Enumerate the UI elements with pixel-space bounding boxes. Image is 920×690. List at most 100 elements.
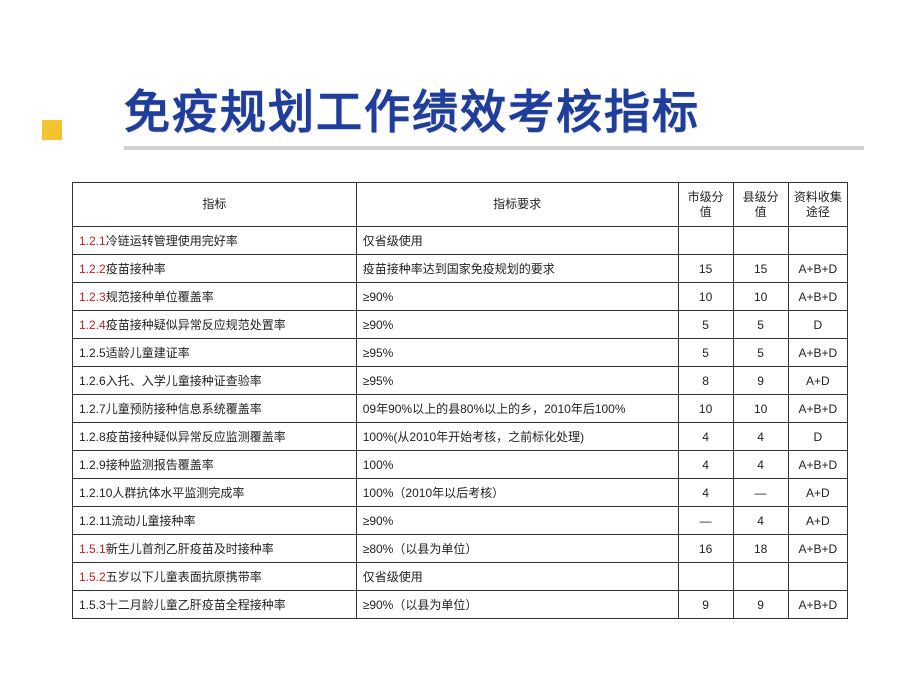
cell-requirement: ≥80%（以县为单位） bbox=[356, 535, 678, 563]
indicator-code: 1.2.2 bbox=[79, 262, 106, 276]
cell-source: A+D bbox=[788, 507, 847, 535]
indicator-name: 流动儿童接种率 bbox=[111, 514, 195, 528]
indicator-code: 1.2.3 bbox=[79, 290, 106, 304]
table-row: 1.2.10人群抗体水平监测完成率100%（2010年以后考核）4—A+D bbox=[73, 479, 848, 507]
cell-source: A+D bbox=[788, 479, 847, 507]
indicator-name: 人群抗体水平监测完成率 bbox=[112, 486, 244, 500]
title-underline bbox=[124, 146, 864, 150]
indicator-code: 1.5.2 bbox=[79, 570, 106, 584]
indicator-code: 1.2.9 bbox=[79, 458, 106, 472]
indicator-code: 1.5.1 bbox=[79, 542, 106, 556]
cell-indicator: 1.2.7儿童预防接种信息系统覆盖率 bbox=[73, 395, 357, 423]
indicator-code: 1.5.3 bbox=[79, 598, 106, 612]
table-head: 指标 指标要求 市级分值 县级分值 资料收集途径 bbox=[73, 183, 848, 227]
cell-county-score: 4 bbox=[733, 507, 788, 535]
cell-indicator: 1.5.3十二月龄儿童乙肝疫苗全程接种率 bbox=[73, 591, 357, 619]
cell-requirement: 100% bbox=[356, 451, 678, 479]
table-row: 1.2.8疫苗接种疑似异常反应监测覆盖率100%(从2010年开始考核，之前标化… bbox=[73, 423, 848, 451]
cell-county-score: 9 bbox=[733, 591, 788, 619]
cell-city-score: — bbox=[678, 507, 733, 535]
cell-indicator: 1.2.5适龄儿童建证率 bbox=[73, 339, 357, 367]
cell-indicator: 1.2.3规范接种单位覆盖率 bbox=[73, 283, 357, 311]
cell-indicator: 1.2.9接种监测报告覆盖率 bbox=[73, 451, 357, 479]
table-row: 1.2.4疫苗接种疑似异常反应规范处置率≥90%55D bbox=[73, 311, 848, 339]
cell-indicator: 1.2.11流动儿童接种率 bbox=[73, 507, 357, 535]
cell-source bbox=[788, 227, 847, 255]
cell-city-score bbox=[678, 227, 733, 255]
cell-source: A+B+D bbox=[788, 283, 847, 311]
indicator-name: 新生儿首剂乙肝疫苗及时接种率 bbox=[106, 542, 274, 556]
indicator-name: 十二月龄儿童乙肝疫苗全程接种率 bbox=[106, 598, 286, 612]
cell-requirement: 仅省级使用 bbox=[356, 227, 678, 255]
cell-source: A+B+D bbox=[788, 255, 847, 283]
cell-city-score: 9 bbox=[678, 591, 733, 619]
indicator-name: 疫苗接种率 bbox=[106, 262, 166, 276]
indicator-name: 疫苗接种疑似异常反应规范处置率 bbox=[106, 318, 286, 332]
cell-source: D bbox=[788, 311, 847, 339]
cell-county-score: 4 bbox=[733, 423, 788, 451]
cell-indicator: 1.2.8疫苗接种疑似异常反应监测覆盖率 bbox=[73, 423, 357, 451]
cell-county-score: 5 bbox=[733, 311, 788, 339]
cell-source: A+D bbox=[788, 367, 847, 395]
cell-county-score: 10 bbox=[733, 395, 788, 423]
cell-county-score: 10 bbox=[733, 283, 788, 311]
cell-source: D bbox=[788, 423, 847, 451]
table-row: 1.5.1新生儿首剂乙肝疫苗及时接种率≥80%（以县为单位）1618A+B+D bbox=[73, 535, 848, 563]
indicators-table: 指标 指标要求 市级分值 县级分值 资料收集途径 1.2.1冷链运转管理使用完好… bbox=[72, 182, 848, 619]
cell-indicator: 1.5.2五岁以下儿童表面抗原携带率 bbox=[73, 563, 357, 591]
cell-city-score: 4 bbox=[678, 451, 733, 479]
indicator-code: 1.2.5 bbox=[79, 346, 106, 360]
cell-county-score bbox=[733, 563, 788, 591]
table-row: 1.2.6入托、入学儿童接种证查验率≥95%89A+D bbox=[73, 367, 848, 395]
cell-county-score: — bbox=[733, 479, 788, 507]
table-row: 1.2.2疫苗接种率疫苗接种率达到国家免疫规划的要求1515A+B+D bbox=[73, 255, 848, 283]
indicator-name: 儿童预防接种信息系统覆盖率 bbox=[106, 402, 262, 416]
indicator-code: 1.2.11 bbox=[79, 514, 111, 528]
cell-city-score: 10 bbox=[678, 283, 733, 311]
indicator-code: 1.2.8 bbox=[79, 430, 106, 444]
cell-source: A+B+D bbox=[788, 395, 847, 423]
cell-indicator: 1.2.6入托、入学儿童接种证查验率 bbox=[73, 367, 357, 395]
cell-requirement: 09年90%以上的县80%以上的乡，2010年后100% bbox=[356, 395, 678, 423]
cell-requirement: ≥95% bbox=[356, 339, 678, 367]
cell-source: A+B+D bbox=[788, 591, 847, 619]
indicator-name: 规范接种单位覆盖率 bbox=[106, 290, 214, 304]
indicators-table-wrap: 指标 指标要求 市级分值 县级分值 资料收集途径 1.2.1冷链运转管理使用完好… bbox=[72, 182, 848, 619]
cell-source: A+B+D bbox=[788, 451, 847, 479]
th-city-score: 市级分值 bbox=[678, 183, 733, 227]
indicator-code: 1.2.7 bbox=[79, 402, 106, 416]
table-row: 1.2.11流动儿童接种率≥90%—4A+D bbox=[73, 507, 848, 535]
indicator-name: 适龄儿童建证率 bbox=[106, 346, 190, 360]
table-row: 1.2.7儿童预防接种信息系统覆盖率09年90%以上的县80%以上的乡，2010… bbox=[73, 395, 848, 423]
cell-requirement: ≥95% bbox=[356, 367, 678, 395]
cell-requirement: ≥90% bbox=[356, 507, 678, 535]
cell-indicator: 1.2.2疫苗接种率 bbox=[73, 255, 357, 283]
cell-indicator: 1.5.1新生儿首剂乙肝疫苗及时接种率 bbox=[73, 535, 357, 563]
cell-source: A+B+D bbox=[788, 535, 847, 563]
th-requirement: 指标要求 bbox=[356, 183, 678, 227]
cell-city-score: 4 bbox=[678, 479, 733, 507]
cell-city-score: 8 bbox=[678, 367, 733, 395]
th-indicator: 指标 bbox=[73, 183, 357, 227]
cell-indicator: 1.2.4疫苗接种疑似异常反应规范处置率 bbox=[73, 311, 357, 339]
cell-county-score: 5 bbox=[733, 339, 788, 367]
indicator-name: 接种监测报告覆盖率 bbox=[106, 458, 214, 472]
table-body: 1.2.1冷链运转管理使用完好率仅省级使用1.2.2疫苗接种率疫苗接种率达到国家… bbox=[73, 227, 848, 619]
indicator-name: 入托、入学儿童接种证查验率 bbox=[106, 374, 262, 388]
page-title: 免疫规划工作绩效考核指标 bbox=[124, 76, 824, 142]
cell-requirement: 100%(从2010年开始考核，之前标化处理) bbox=[356, 423, 678, 451]
cell-county-score bbox=[733, 227, 788, 255]
cell-city-score: 5 bbox=[678, 311, 733, 339]
cell-city-score: 4 bbox=[678, 423, 733, 451]
cell-indicator: 1.2.10人群抗体水平监测完成率 bbox=[73, 479, 357, 507]
cell-county-score: 4 bbox=[733, 451, 788, 479]
title-bullet bbox=[42, 120, 62, 140]
th-county-score: 县级分值 bbox=[733, 183, 788, 227]
cell-city-score: 15 bbox=[678, 255, 733, 283]
cell-requirement: ≥90%（以县为单位） bbox=[356, 591, 678, 619]
cell-requirement: 疫苗接种率达到国家免疫规划的要求 bbox=[356, 255, 678, 283]
table-row: 1.2.5适龄儿童建证率≥95%55A+B+D bbox=[73, 339, 848, 367]
table-row: 1.2.9接种监测报告覆盖率100%44A+B+D bbox=[73, 451, 848, 479]
indicator-code: 1.2.10 bbox=[79, 486, 112, 500]
table-row: 1.5.2五岁以下儿童表面抗原携带率仅省级使用 bbox=[73, 563, 848, 591]
